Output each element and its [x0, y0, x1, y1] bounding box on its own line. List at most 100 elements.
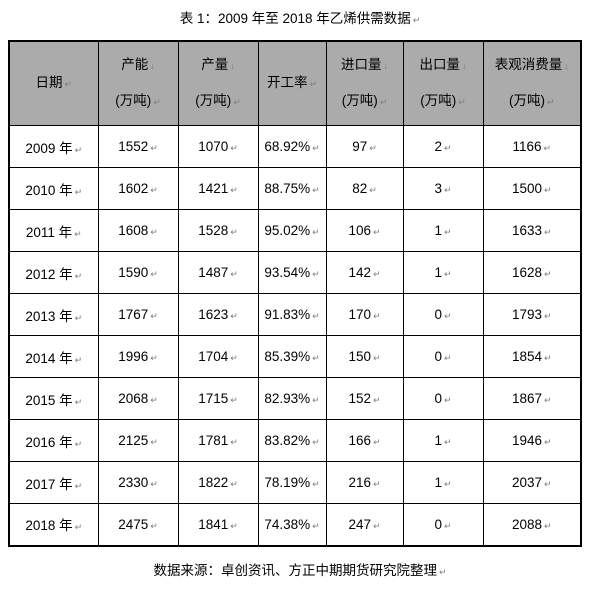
cell-value: 1793: [511, 307, 542, 322]
table-row: 2011 年 ↵ 1608 ↵ 1528 ↵ 95.02% ↵ 106 ↵ 1 ↵ 1633 ↵: [8, 209, 582, 252]
paragraph-mark: ↵: [312, 269, 320, 279]
source-note: 数据来源：卓创资讯、方正中期期货研究院整理 ↵: [0, 561, 600, 582]
cell-exports: 0 ↵: [402, 293, 484, 336]
cell-value: 78.19%: [264, 475, 311, 490]
cell-date: 2014 年 ↵: [8, 335, 99, 378]
cell-output: 1841 ↵: [177, 503, 259, 546]
cell-value: 1: [434, 223, 442, 238]
paragraph-mark: ↵: [150, 269, 158, 279]
paragraph-mark: ↵: [150, 479, 158, 489]
paragraph-mark: ↵: [372, 227, 381, 237]
paragraph-mark: ↵: [150, 437, 158, 447]
column-header-content: 开工率 ↵: [259, 42, 325, 125]
cell-date: 2015 年 ↵: [8, 377, 99, 420]
cell-value: 170: [348, 307, 371, 322]
cell-exports: 2 ↵: [402, 125, 484, 168]
cell-operating_rate: 91.83% ↵: [257, 293, 327, 336]
paragraph-mark: ↵: [443, 311, 452, 321]
paragraph-mark: ↵: [312, 395, 320, 405]
column-header-line1: 进口量 ↓: [341, 58, 388, 73]
column-header-exports: 出口量 ↓ (万吨) ↵: [402, 40, 484, 126]
cell-apparent_consumption: 1628 ↵: [482, 251, 582, 294]
column-header-line2: (万吨) ↵: [342, 94, 388, 109]
cell-operating_rate: 93.54% ↵: [257, 251, 327, 294]
cell-value: 0: [434, 307, 442, 322]
paragraph-mark: ↵: [150, 227, 158, 237]
cell-apparent_consumption: 2088 ↵: [482, 503, 582, 546]
paragraph-mark: ↵: [544, 311, 552, 321]
table-row: 2018 年 ↵ 2475 ↵ 1841 ↵ 74.38% ↵ 247 ↵ 0 ↵ 2088 ↵: [8, 503, 582, 546]
cell-value: 1623: [198, 307, 229, 322]
cell-exports: 1 ↵: [402, 419, 484, 462]
column-header-line2: (万吨) ↵: [195, 94, 241, 109]
cell-value: 1500: [511, 181, 542, 196]
paragraph-mark: ↵: [230, 311, 238, 321]
paragraph-mark: ↵: [458, 97, 466, 107]
paragraph-mark: ↵: [372, 437, 381, 447]
cell-value: 3: [434, 181, 442, 196]
paragraph-mark: ↵: [372, 269, 381, 279]
paragraph-mark: ↵: [230, 269, 238, 279]
paragraph-mark: ↵: [312, 520, 320, 531]
cell-value: 1602: [118, 181, 149, 196]
cell-imports: 152 ↵: [325, 377, 404, 420]
column-header-label: 产能: [121, 57, 149, 72]
cell-date: 2016 年 ↵: [8, 419, 99, 462]
paragraph-mark: ↵: [443, 479, 452, 489]
paragraph-mark: ↵: [312, 227, 320, 237]
cell-capacity: 2475 ↵: [97, 503, 179, 546]
paragraph-mark: ↵: [150, 143, 158, 153]
cell-value: 1608: [118, 223, 149, 238]
cell-apparent_consumption: 1867 ↵: [482, 377, 582, 420]
paragraph-mark: ↵: [150, 353, 158, 363]
cell-operating_rate: 85.39% ↵: [257, 335, 327, 378]
cell-apparent_consumption: 1500 ↵: [482, 167, 582, 210]
cell-value: 1: [434, 475, 442, 490]
column-header-label: 进口量: [341, 57, 382, 72]
column-header-line1: 产能 ↓: [121, 58, 155, 73]
column-header-content: 表观消费量 ↓ (万吨) ↵: [484, 42, 580, 125]
cell-value: 1: [434, 433, 442, 448]
paragraph-mark: ↵: [443, 227, 452, 237]
column-header-content: 日期 ↵: [10, 42, 97, 125]
cell-date: 2017 年 ↵: [8, 461, 99, 504]
cell-value: 1528: [198, 223, 229, 238]
cell-operating_rate: 82.93% ↵: [257, 377, 327, 420]
table-row: 2010 年 ↵ 1602 ↵ 1421 ↵ 88.75% ↵ 82 ↵ 3 ↵ 1500 ↵: [8, 167, 582, 210]
cell-value: 2068: [118, 391, 149, 406]
cell-value: 95.02%: [264, 223, 311, 238]
cell-value: 2015 年: [25, 392, 73, 408]
cell-value: 82.93%: [264, 391, 311, 406]
cell-value: 1166: [512, 139, 542, 154]
cell-date: 2010 年 ↵: [8, 167, 99, 210]
cell-value: 1070: [198, 139, 229, 154]
cell-value: 2013 年: [25, 308, 73, 324]
cell-value: 2018 年: [25, 518, 73, 534]
cell-value: 0: [434, 349, 442, 364]
paragraph-mark: ↵: [74, 186, 83, 197]
column-header-output: 产量 ↓ (万吨) ↵: [177, 40, 259, 126]
line-break-mark: ↓: [383, 61, 389, 71]
supply-demand-table: 日期 ↵ 产能 ↓ (万吨) ↵ 产量 ↓ (万吨) ↵ 开工率 ↵ 进口量 ↓ (万吨) ↵ 出口量 ↓ (万吨)…: [8, 40, 582, 547]
paragraph-mark: ↵: [309, 79, 318, 89]
column-header-label: 日期: [35, 75, 63, 90]
paragraph-mark: ↵: [369, 185, 377, 195]
paragraph-mark: ↵: [544, 479, 552, 489]
table-title-text: 表 1：2009 年至 2018 年乙烯供需数据: [179, 11, 411, 26]
cell-exports: 1 ↵: [402, 251, 484, 294]
paragraph-mark: ↵: [312, 437, 320, 447]
column-header-operating_rate: 开工率 ↵: [257, 40, 327, 126]
cell-value: 97: [352, 139, 368, 154]
cell-value: 82: [352, 181, 368, 196]
paragraph-mark: ↵: [544, 227, 552, 237]
column-header-line1: 表观消费量 ↓: [495, 58, 569, 73]
cell-value: 1628: [511, 265, 542, 280]
cell-value: 1552: [118, 139, 149, 154]
paragraph-mark: ↵: [544, 395, 552, 405]
cell-value: 2010 年: [25, 182, 73, 198]
paragraph-mark: ↵: [544, 520, 552, 531]
cell-capacity: 1552 ↵: [97, 125, 179, 168]
cell-value: 91.83%: [264, 307, 311, 322]
cell-value: 247: [348, 516, 371, 532]
paragraph-mark: ↵: [150, 520, 158, 531]
